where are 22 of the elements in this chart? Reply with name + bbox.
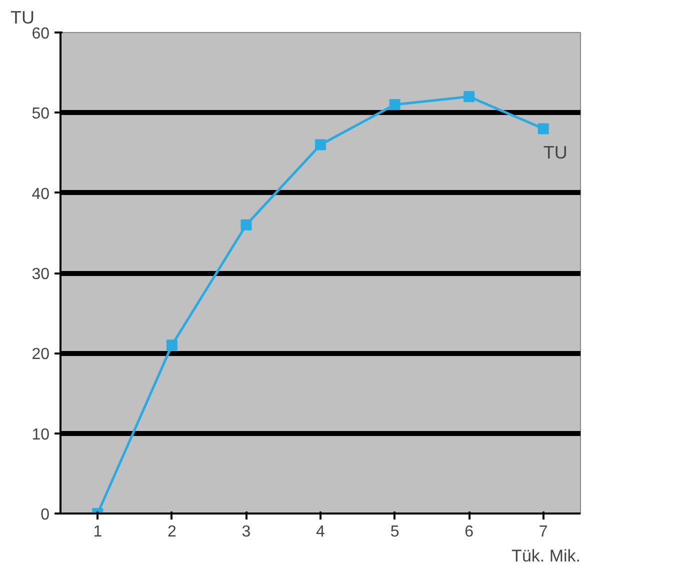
x-tick-label: 7	[538, 524, 548, 540]
x-axis-title: Tük. Mik.	[512, 546, 581, 566]
point	[389, 99, 400, 110]
y-tick-label: 20	[32, 346, 50, 364]
y-axis-title: TU	[10, 8, 34, 28]
point	[538, 123, 549, 134]
x-tick-label: 2	[167, 524, 176, 540]
point	[464, 91, 475, 102]
x-tick-label: 4	[316, 524, 326, 540]
x-tick-label: 6	[464, 524, 474, 540]
x-tick-label: 3	[242, 524, 251, 540]
x-tick-label: 5	[390, 524, 400, 540]
x-tick-label: 1	[93, 524, 102, 540]
y-tick-label: 60	[32, 26, 50, 42]
point	[240, 219, 252, 230]
y-tick-label: 10	[32, 426, 50, 444]
point	[315, 139, 326, 150]
y-tick-label: 0	[40, 506, 50, 524]
series-label: TU	[543, 142, 568, 163]
y-tick-label: 50	[32, 106, 50, 123]
y-tick-label: 30	[32, 266, 50, 283]
y-tick-label: 40	[32, 186, 50, 203]
